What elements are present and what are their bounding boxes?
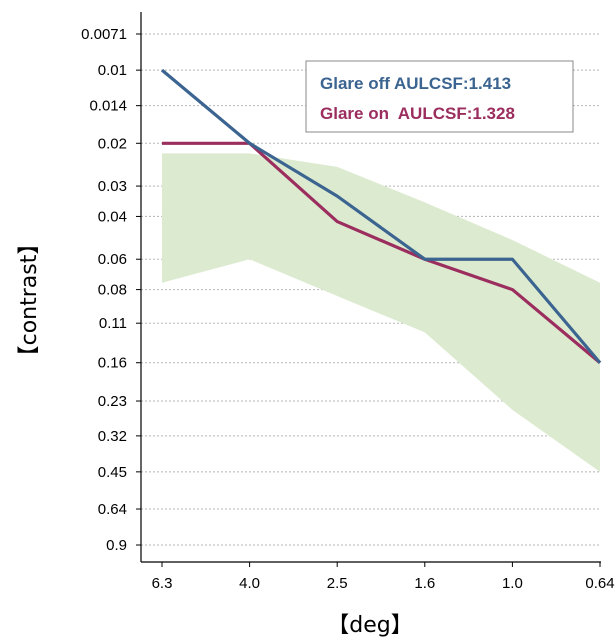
series-line-glare-on — [162, 141, 602, 364]
y-tick-label: 0.01 — [98, 62, 127, 79]
legend-box — [305, 60, 574, 133]
series-line-glare-off — [160, 68, 602, 364]
x-tick-label: 0.64 — [585, 575, 614, 592]
y-tick-label: 0.45 — [98, 464, 127, 481]
x-tick-label: 6.3 — [152, 575, 173, 592]
y-tick-label: 0.04 — [98, 208, 127, 225]
normal-range-band — [162, 153, 600, 472]
y-tick-label: 0.16 — [98, 355, 127, 372]
legend-entry-glare-on: Glare on AULCSF:1.328 — [320, 104, 515, 123]
y-tick-label: 0.02 — [98, 135, 127, 152]
axes — [140, 12, 601, 563]
y-tick-label: 0.06 — [98, 251, 127, 268]
legend: Glare off AULCSF:1.413 Glare on AULCSF:1… — [305, 60, 574, 133]
y-tick-label: 0.23 — [98, 393, 127, 410]
x-axis-title: 【deg】 — [327, 613, 412, 638]
y-tick-label: 0.11 — [99, 315, 127, 332]
x-tick-label: 1.6 — [414, 575, 435, 592]
x-tick-label: 1.0 — [502, 575, 523, 592]
y-tick-label: 0.64 — [98, 501, 127, 518]
series-lines — [160, 68, 602, 364]
y-axis-title: 【contrast】 — [17, 233, 42, 368]
y-tick-label: 0.08 — [98, 282, 127, 299]
y-tick-label: 0.0071 — [81, 26, 127, 43]
y-tick-label: 0.03 — [98, 178, 127, 195]
x-tick-label: 2.5 — [327, 575, 348, 592]
x-tick-label: 4.0 — [239, 575, 260, 592]
y-tick-label: 0.014 — [89, 98, 127, 115]
legend-entry-glare-off: Glare off AULCSF:1.413 — [320, 74, 511, 93]
y-tick-label: 0.9 — [106, 537, 127, 554]
y-tick-label: 0.32 — [98, 428, 127, 445]
y-tick-labels: 0.0071 0.01 0.014 0.02 0.03 0.04 0.06 0.08 0.11 0… — [81, 26, 141, 554]
x-tick-labels: 6.3 4.0 2.5 1.6 1.0 0.64 — [152, 562, 615, 592]
